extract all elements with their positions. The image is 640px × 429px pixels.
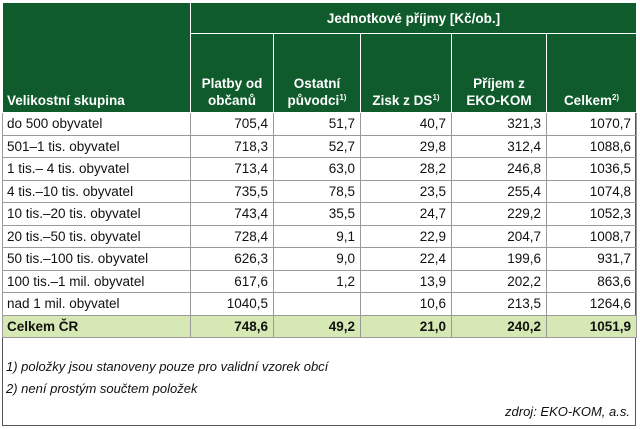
cell-group: 20 tis.–50 tis. obyvatel xyxy=(2,224,191,248)
cell-eko: 240,2 xyxy=(451,314,547,338)
cell-platby: 626,3 xyxy=(190,247,274,271)
cell-ostatni: 1,2 xyxy=(273,269,361,293)
cell-ostatni: 51,7 xyxy=(273,112,361,136)
cell-eko: 199,6 xyxy=(451,247,547,271)
cell-zisk: 23,5 xyxy=(360,179,452,203)
footnote: 1) položky jsou stanoveny pouze pro vali… xyxy=(6,359,329,374)
cell-platby: 748,6 xyxy=(190,314,274,338)
cell-group: 10 tis.–20 tis. obyvatel xyxy=(2,202,191,226)
cell-zisk: 10,6 xyxy=(360,292,452,316)
cell-zisk: 22,4 xyxy=(360,247,452,271)
cell-zisk: 13,9 xyxy=(360,269,452,293)
cell-eko: 246,8 xyxy=(451,157,547,181)
col-header-eko: Příjem z EKO-KOM xyxy=(451,33,547,113)
cell-group: nad 1 mil. obyvatel xyxy=(2,292,191,316)
cell-eko: 213,5 xyxy=(451,292,547,316)
cell-celkem: 1036,5 xyxy=(545,157,638,181)
total-row: Celkem ČR 748,6 49,2 21,0 240,2 1051,9 xyxy=(2,314,638,338)
group-header-row: Jednotkové příjmy [Kč/ob.] xyxy=(2,2,638,34)
col-header-zisk: Zisk z DS1) xyxy=(360,33,452,113)
table-row: 10 tis.–20 tis. obyvatel 743,4 35,5 24,7… xyxy=(2,202,638,226)
cell-ostatni: 9,0 xyxy=(273,247,361,271)
cell-zisk: 24,7 xyxy=(360,202,452,226)
cell-platby: 728,4 xyxy=(190,224,274,248)
cell-ostatni: 63,0 xyxy=(273,157,361,181)
col-header-celkem: Celkem2) xyxy=(545,33,638,113)
cell-celkem: 1052,3 xyxy=(545,202,638,226)
cell-group: 501–1 tis. obyvatel xyxy=(2,134,191,158)
cell-celkem: 1088,6 xyxy=(545,134,638,158)
header-corner xyxy=(2,2,191,34)
cell-celkem: 1051,9 xyxy=(545,314,638,338)
cell-celkem: 863,6 xyxy=(545,269,638,293)
cell-eko: 321,3 xyxy=(451,112,547,136)
col-header-ostatni: Ostatní původci1) xyxy=(273,33,361,113)
group-title: Jednotkové příjmy [Kč/ob.] xyxy=(189,2,638,34)
cell-ostatni: 52,7 xyxy=(273,134,361,158)
table-row: 100 tis.–1 mil. obyvatel 617,6 1,2 13,9 … xyxy=(2,269,638,293)
cell-group: 100 tis.–1 mil. obyvatel xyxy=(2,269,191,293)
cell-zisk: 28,2 xyxy=(360,157,452,181)
cell-platby: 617,6 xyxy=(190,269,274,293)
cell-celkem: 1008,7 xyxy=(545,224,638,248)
cell-ostatni: 49,2 xyxy=(273,314,361,338)
footnotes: 1) položky jsou stanoveny pouze pro vali… xyxy=(6,356,328,400)
cell-ostatni xyxy=(273,292,361,316)
cell-ostatni: 78,5 xyxy=(273,179,361,203)
cell-zisk: 40,7 xyxy=(360,112,452,136)
table-row: 1 tis.– 4 tis. obyvatel 713,4 63,0 28,2 … xyxy=(2,157,638,181)
cell-zisk: 21,0 xyxy=(360,314,452,338)
cell-platby: 1040,5 xyxy=(190,292,274,316)
cell-eko: 229,2 xyxy=(451,202,547,226)
col-header-platby: Platby od občanů xyxy=(190,33,274,113)
cell-celkem: 1074,8 xyxy=(545,179,638,203)
cell-celkem: 1264,6 xyxy=(545,292,638,316)
footnote: 2) není prostým součtem položek xyxy=(6,381,198,396)
cell-ostatni: 35,5 xyxy=(273,202,361,226)
table-row: nad 1 mil. obyvatel 1040,5 10,6 213,5 12… xyxy=(2,292,638,316)
cell-group: 50 tis.–100 tis. obyvatel xyxy=(2,247,191,271)
table-row: 4 tis.–10 tis. obyvatel 735,5 78,5 23,5 … xyxy=(2,179,638,203)
cell-celkem: 931,7 xyxy=(545,247,638,271)
cell-ostatni: 9,1 xyxy=(273,224,361,248)
table-row: 50 tis.–100 tis. obyvatel 626,3 9,0 22,4… xyxy=(2,247,638,271)
table-row: 501–1 tis. obyvatel 718,3 52,7 29,8 312,… xyxy=(2,134,638,158)
cell-group: do 500 obyvatel xyxy=(2,112,191,136)
cell-group: 1 tis.– 4 tis. obyvatel xyxy=(2,157,191,181)
cell-eko: 255,4 xyxy=(451,179,547,203)
cell-zisk: 22,9 xyxy=(360,224,452,248)
table-row: do 500 obyvatel 705,4 51,7 40,7 321,3 10… xyxy=(2,112,638,136)
cell-group: Celkem ČR xyxy=(2,314,191,338)
cell-platby: 713,4 xyxy=(190,157,274,181)
column-header-row: Velikostní skupina Platby od občanů Ostat… xyxy=(2,33,638,113)
cell-eko: 204,7 xyxy=(451,224,547,248)
cell-platby: 735,5 xyxy=(190,179,274,203)
table-row: 20 tis.–50 tis. obyvatel 728,4 9,1 22,9 … xyxy=(2,224,638,248)
cell-eko: 202,2 xyxy=(451,269,547,293)
income-table: Jednotkové příjmy [Kč/ob.] Velikostní sk… xyxy=(2,2,638,338)
cell-platby: 743,4 xyxy=(190,202,274,226)
cell-group: 4 tis.–10 tis. obyvatel xyxy=(2,179,191,203)
cell-eko: 312,4 xyxy=(451,134,547,158)
col-header-group: Velikostní skupina xyxy=(2,33,191,113)
cell-platby: 705,4 xyxy=(190,112,274,136)
source-note: zdroj: EKO-KOM, a.s. xyxy=(505,404,630,419)
cell-celkem: 1070,7 xyxy=(545,112,638,136)
cell-platby: 718,3 xyxy=(190,134,274,158)
cell-zisk: 29,8 xyxy=(360,134,452,158)
